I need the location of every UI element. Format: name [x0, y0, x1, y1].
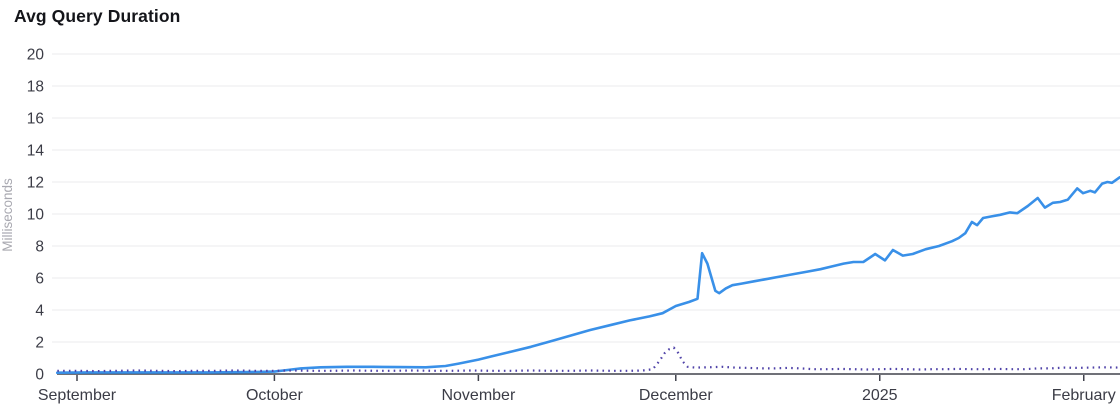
y-tick-label-12: 12 — [27, 175, 44, 192]
y-tick-label-6: 6 — [35, 271, 44, 288]
y-tick-label-20: 20 — [27, 47, 45, 64]
y-tick-label-14: 14 — [27, 143, 45, 160]
x-tick-label-2025: 2025 — [862, 387, 898, 404]
y-tick-label-2: 2 — [35, 335, 44, 352]
y-tick-label-18: 18 — [27, 79, 44, 96]
y-tick-label-10: 10 — [27, 207, 45, 224]
x-tick-label-December: December — [639, 387, 713, 404]
series-baseline-dotted-purple — [57, 346, 1120, 373]
page-title: Avg Query Duration — [14, 6, 181, 26]
x-tick-label-February: February — [1052, 387, 1116, 404]
y-tick-label-8: 8 — [35, 239, 44, 256]
y-tick-label-0: 0 — [35, 367, 44, 384]
x-tick-label-November: November — [441, 387, 515, 404]
chart-plot-area[interactable] — [57, 46, 1120, 374]
series-avg-query-duration-solid-blue — [56, 175, 1120, 374]
x-tick-label-October: October — [246, 387, 304, 404]
y-axis-label: Milliseconds — [0, 178, 15, 252]
x-tick-label-September: September — [38, 387, 117, 404]
y-tick-label-16: 16 — [27, 111, 44, 128]
y-tick-label-4: 4 — [35, 303, 44, 320]
